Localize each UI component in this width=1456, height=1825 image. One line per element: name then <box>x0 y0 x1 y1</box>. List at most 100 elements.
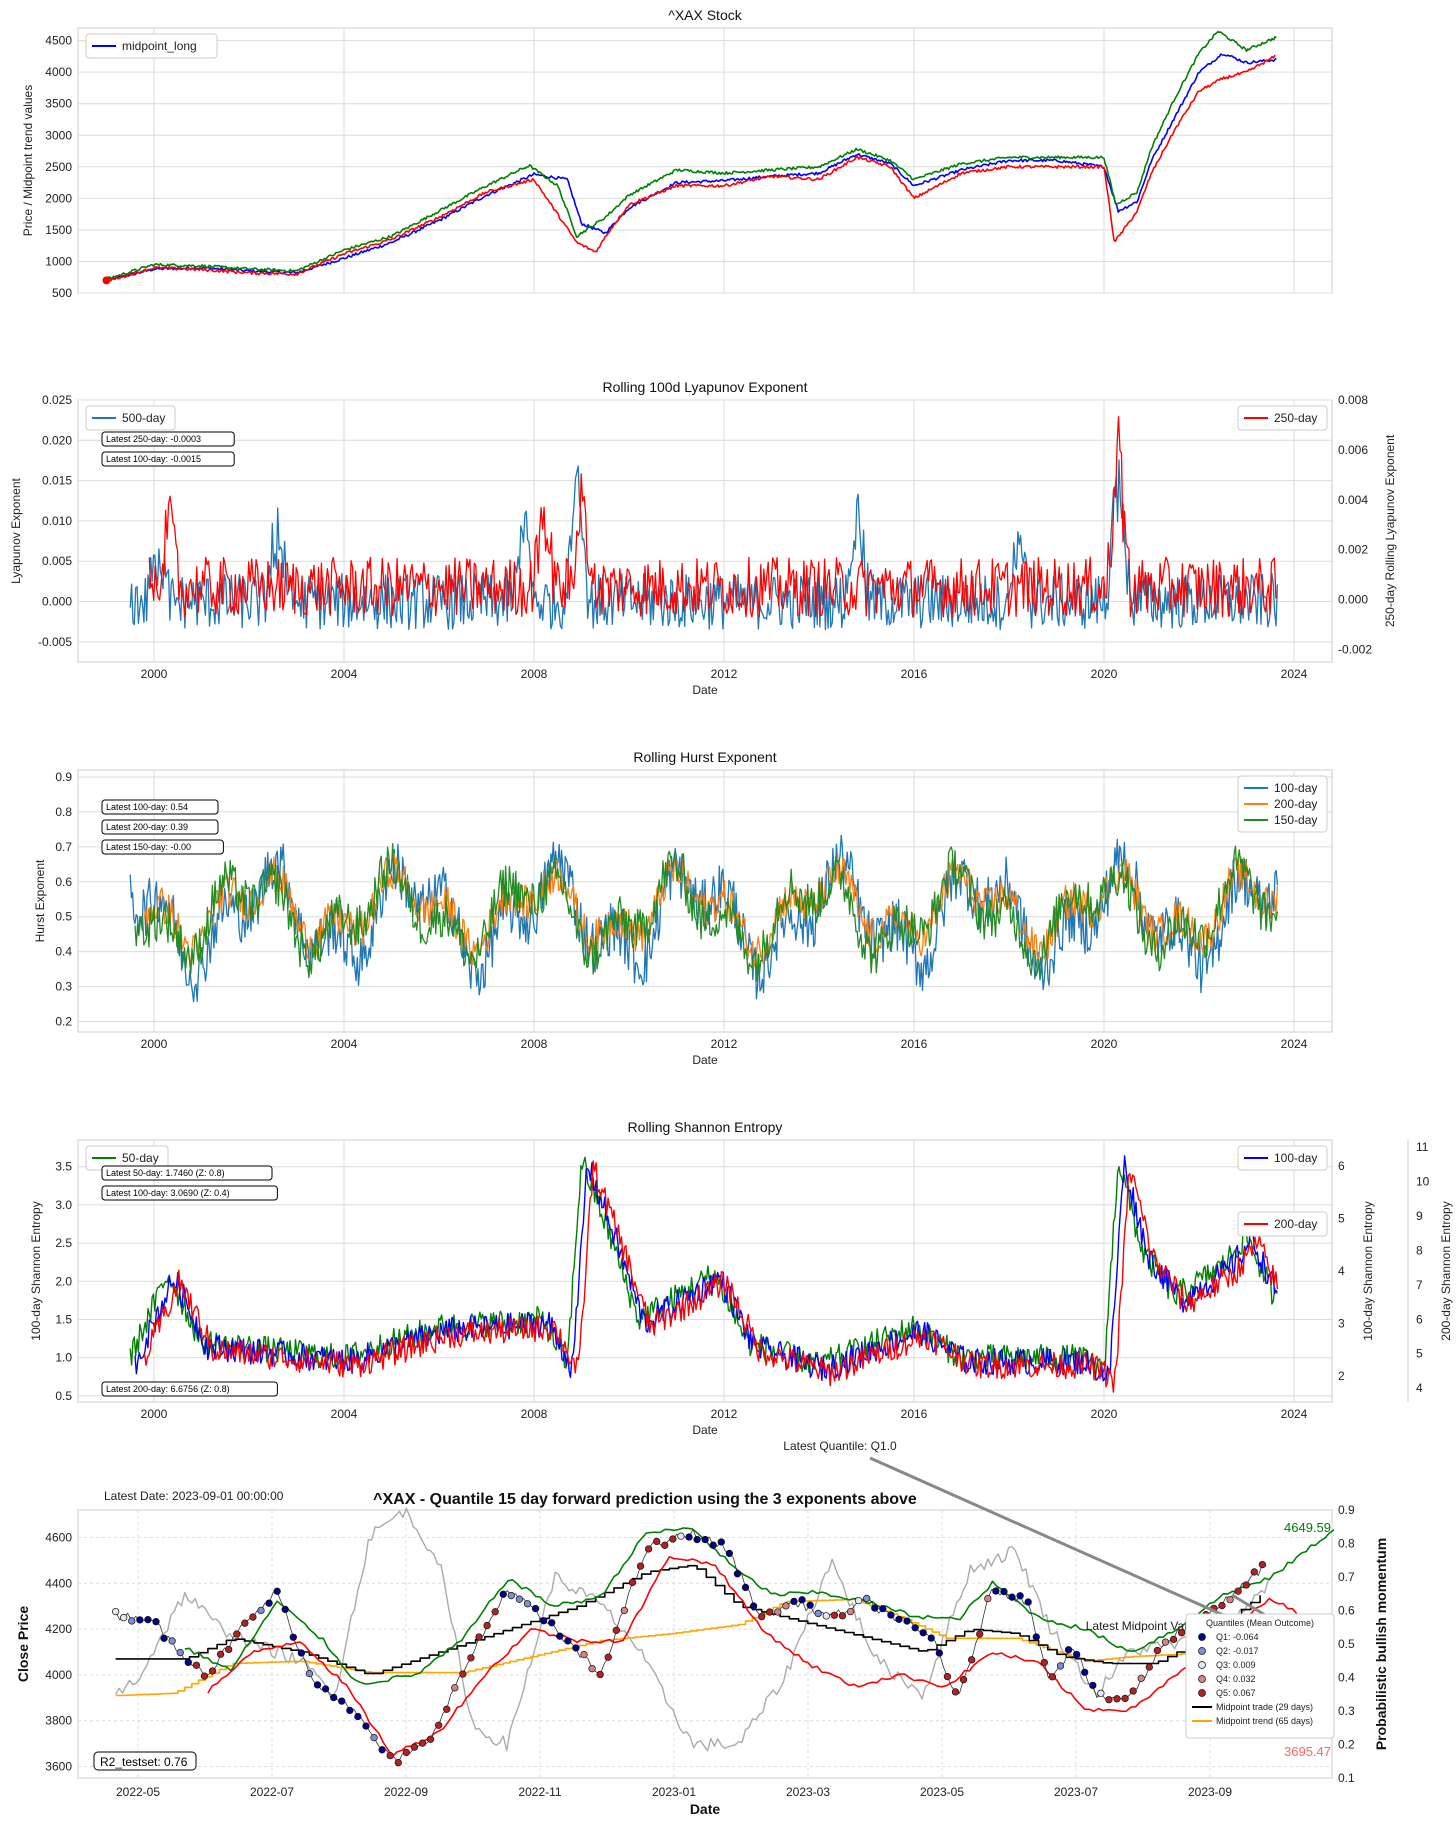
quantile-point <box>620 1606 629 1615</box>
chart-title: ^XAX - Quantile 15 day forward predictio… <box>373 1491 917 1508</box>
y-right-axis-label: Probabilistic bullish momentum <box>1373 1538 1389 1750</box>
quantile-point <box>523 1600 532 1608</box>
quantile-point <box>749 1602 758 1610</box>
x-tick-label: 2000 <box>141 1037 168 1051</box>
annotation-text: Latest 200-day: 0.39 <box>106 822 188 832</box>
y-right-tick-label: 0.9 <box>1338 1503 1355 1517</box>
x-tick-label: 2008 <box>521 1407 548 1421</box>
quantile-point <box>1024 1598 1032 1606</box>
x-tick-label: 2008 <box>521 298 548 300</box>
quantile-point <box>790 1597 798 1606</box>
quantile-point <box>943 1672 952 1681</box>
chart-title: Rolling 100d Lyapunov Exponent <box>603 379 808 395</box>
quantile-point <box>863 1594 871 1603</box>
x-tick-label: 2024 <box>1281 667 1308 681</box>
y-tick-label: 0.020 <box>42 433 72 447</box>
annotation-text: Latest 100-day: 3.0690 (Z: 0.4) <box>106 1188 230 1198</box>
quantile-point <box>1056 1662 1065 1670</box>
y-tick-label: 4600 <box>45 1530 72 1544</box>
quantile-point <box>378 1746 386 1754</box>
x-tick-label: 2012 <box>711 1037 738 1051</box>
quantile-point <box>895 1615 903 1623</box>
quantile-point <box>1145 1663 1153 1671</box>
quantile-point <box>548 1619 556 1627</box>
quantile-legend <box>1185 1613 1335 1739</box>
quantile-point <box>814 1609 822 1618</box>
quantile-point <box>741 1583 750 1592</box>
quantile-point <box>1016 1592 1024 1600</box>
quantile-point <box>782 1602 790 1610</box>
y-tick-label: 4000 <box>45 1668 72 1682</box>
quantile-point <box>208 1667 217 1675</box>
quantile-point <box>313 1681 322 1689</box>
quantile-point <box>596 1670 604 1679</box>
lyapunov-series-line <box>148 416 1278 618</box>
quantile-point <box>507 1591 515 1600</box>
y-right2-tick-label: 10 <box>1416 1174 1430 1188</box>
quantile-point <box>628 1578 637 1587</box>
legend <box>1237 775 1328 833</box>
y-right-tick-label: 0.3 <box>1338 1704 1355 1718</box>
annotation-text: Latest 150-day: -0.00 <box>106 842 191 852</box>
quantile-point <box>951 1688 960 1696</box>
price-series-line <box>105 30 1277 281</box>
legend-right2 <box>1237 1211 1328 1237</box>
quantile-point <box>402 1748 410 1757</box>
x-tick-label: 2023-09 <box>1188 1785 1232 1799</box>
quantile-point <box>701 1535 709 1544</box>
y-tick-label: 0.010 <box>42 514 72 528</box>
upper-value-label: 4649.59 <box>1284 1520 1331 1535</box>
quantile-point <box>1258 1560 1267 1569</box>
quantile-point <box>1242 1581 1250 1589</box>
quantile-point <box>531 1604 540 1613</box>
quantile-point <box>903 1617 911 1625</box>
x-tick-label: 2016 <box>901 1407 928 1421</box>
momentum-line <box>114 1507 1269 1752</box>
legend-label: Midpoint trend (65 days) <box>1216 1716 1313 1726</box>
annotation-box <box>101 799 219 815</box>
legend-right <box>1237 1145 1328 1171</box>
legend <box>85 33 218 59</box>
y-tick-label: 1500 <box>45 223 72 237</box>
plot-area <box>77 27 1333 294</box>
legend-label: Q4: 0.032 <box>1216 1674 1256 1684</box>
quantile-point <box>798 1596 806 1604</box>
quantile-point <box>1226 1595 1234 1604</box>
quantile-prediction-panel: 2022-05 2022-07 2022-09 2022-11 2023-01 2023-… <box>0 1430 1456 1820</box>
y-tick-label: 4500 <box>45 34 72 48</box>
x-tick-label: 2008 <box>521 1037 548 1051</box>
y-tick-label: 4200 <box>45 1622 72 1636</box>
y-tick-label: 3500 <box>45 97 72 111</box>
x-tick-label: 2000 <box>141 667 168 681</box>
y-right2-tick-label: 9 <box>1416 1209 1423 1223</box>
quantile-point <box>879 1604 887 1613</box>
x-tick-label: 2012 <box>711 298 738 300</box>
midpoint-trade-line <box>115 1564 1261 1675</box>
quantile-point <box>806 1601 814 1609</box>
y-right-tick-label: 0.7 <box>1338 1570 1355 1584</box>
legend-label: 100-day <box>1274 781 1317 795</box>
quantile-point <box>572 1644 580 1652</box>
quantile-point <box>774 1608 782 1616</box>
quantile-point <box>588 1665 596 1673</box>
quantile-point <box>1153 1646 1162 1655</box>
y-tick-label: 1000 <box>45 254 72 268</box>
x-tick-label: 2023-01 <box>652 1785 696 1799</box>
x-tick-label: 2020 <box>1091 1407 1118 1421</box>
y-axis-label: Lyapunov Exponent <box>9 478 23 584</box>
quantile-point <box>636 1562 645 1570</box>
y-right2-tick-label: 7 <box>1416 1278 1423 1292</box>
quantile-point <box>216 1650 225 1658</box>
annotation-box <box>101 1185 278 1201</box>
hurst-series-line <box>134 842 1279 982</box>
y-tick-label: 0.7 <box>55 840 72 854</box>
quantile-point <box>717 1538 725 1546</box>
legend-label: 150-day <box>1274 813 1317 827</box>
legend-label: 100-day <box>1274 1151 1317 1165</box>
plot-area <box>77 399 1333 663</box>
quantile-point <box>289 1633 297 1641</box>
quantile-point <box>354 1712 362 1721</box>
quantile-point <box>233 1630 241 1638</box>
quantile-point <box>1177 1629 1186 1637</box>
y-right2-tick-label: 11 <box>1416 1140 1429 1154</box>
